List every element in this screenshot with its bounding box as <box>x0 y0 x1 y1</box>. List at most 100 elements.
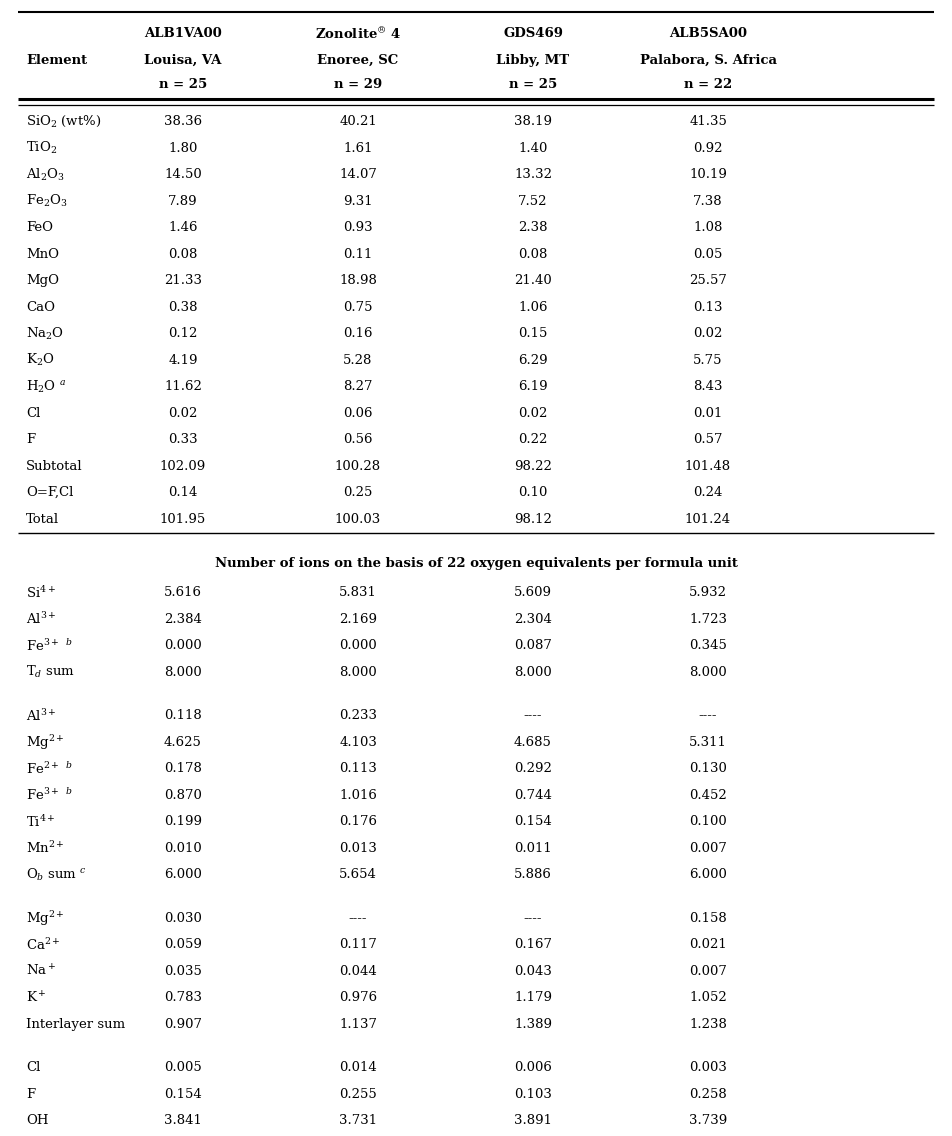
Text: 0.24: 0.24 <box>693 486 723 499</box>
Text: 0.33: 0.33 <box>169 433 198 446</box>
Text: 11.62: 11.62 <box>164 381 202 393</box>
Text: 0.870: 0.870 <box>164 788 202 802</box>
Text: 0.030: 0.030 <box>164 912 202 925</box>
Text: 7.38: 7.38 <box>693 194 723 208</box>
Text: 0.011: 0.011 <box>514 842 552 854</box>
Text: 0.14: 0.14 <box>169 486 198 499</box>
Text: ----: ---- <box>699 709 717 722</box>
Text: 5.28: 5.28 <box>344 353 372 367</box>
Text: 13.32: 13.32 <box>514 168 552 182</box>
Text: ----: ---- <box>524 912 543 925</box>
Text: 0.130: 0.130 <box>689 762 727 775</box>
Text: 21.40: 21.40 <box>514 274 552 287</box>
Text: Cl: Cl <box>26 407 40 419</box>
Text: 3.891: 3.891 <box>514 1114 552 1127</box>
Text: 101.95: 101.95 <box>160 512 207 526</box>
Text: 4.625: 4.625 <box>164 736 202 749</box>
Text: 0.292: 0.292 <box>514 762 552 775</box>
Text: ALB1VA00: ALB1VA00 <box>144 27 222 41</box>
Text: K$_2$O: K$_2$O <box>26 352 54 368</box>
Text: Fe$^{3+}$ $^b$: Fe$^{3+}$ $^b$ <box>26 787 72 803</box>
Text: 0.11: 0.11 <box>344 248 372 261</box>
Text: 0.118: 0.118 <box>164 709 202 722</box>
Text: 5.75: 5.75 <box>693 353 723 367</box>
Text: 2.384: 2.384 <box>164 612 202 626</box>
Text: 9.31: 9.31 <box>343 194 373 208</box>
Text: 8.000: 8.000 <box>514 666 552 678</box>
Text: 0.02: 0.02 <box>693 327 723 341</box>
Text: 0.176: 0.176 <box>339 816 377 828</box>
Text: 0.02: 0.02 <box>518 407 547 419</box>
Text: 6.19: 6.19 <box>518 381 547 393</box>
Text: Number of ions on the basis of 22 oxygen equivalents per formula unit: Number of ions on the basis of 22 oxygen… <box>214 557 738 570</box>
Text: Ti$^{4+}$: Ti$^{4+}$ <box>26 813 55 829</box>
Text: 0.007: 0.007 <box>689 842 727 854</box>
Text: n = 29: n = 29 <box>334 78 382 91</box>
Text: ----: ---- <box>524 709 543 722</box>
Text: 5.609: 5.609 <box>514 586 552 600</box>
Text: 0.113: 0.113 <box>339 762 377 775</box>
Text: 0.021: 0.021 <box>689 938 727 951</box>
Text: GDS469: GDS469 <box>503 27 563 41</box>
Text: F: F <box>26 433 35 446</box>
Text: 0.05: 0.05 <box>693 248 723 261</box>
Text: Fe$_2$O$_3$: Fe$_2$O$_3$ <box>26 193 68 209</box>
Text: Mg$^{2+}$: Mg$^{2+}$ <box>26 909 65 928</box>
Text: 8.000: 8.000 <box>164 666 202 678</box>
Text: 7.52: 7.52 <box>518 194 547 208</box>
Text: 0.035: 0.035 <box>164 964 202 978</box>
Text: 0.976: 0.976 <box>339 992 377 1004</box>
Text: 8.000: 8.000 <box>339 666 377 678</box>
Text: O=F,Cl: O=F,Cl <box>26 486 73 499</box>
Text: 25.57: 25.57 <box>689 274 727 287</box>
Text: MgO: MgO <box>26 274 59 287</box>
Text: 0.010: 0.010 <box>164 842 202 854</box>
Text: F: F <box>26 1088 35 1101</box>
Text: 1.723: 1.723 <box>689 612 727 626</box>
Text: 0.003: 0.003 <box>689 1061 727 1075</box>
Text: 0.000: 0.000 <box>339 640 377 652</box>
Text: Mn$^{2+}$: Mn$^{2+}$ <box>26 841 65 857</box>
Text: Fe$^{2+}$ $^b$: Fe$^{2+}$ $^b$ <box>26 761 72 777</box>
Text: 41.35: 41.35 <box>689 115 727 128</box>
Text: 0.044: 0.044 <box>339 964 377 978</box>
Text: n = 25: n = 25 <box>509 78 557 91</box>
Text: 8.43: 8.43 <box>693 381 723 393</box>
Text: 0.75: 0.75 <box>344 301 373 314</box>
Text: Libby, MT: Libby, MT <box>496 55 569 67</box>
Text: 10.19: 10.19 <box>689 168 727 182</box>
Text: 6.29: 6.29 <box>518 353 547 367</box>
Text: Interlayer sum: Interlayer sum <box>26 1018 125 1030</box>
Text: 5.932: 5.932 <box>689 586 727 600</box>
Text: 0.25: 0.25 <box>344 486 372 499</box>
Text: 2.169: 2.169 <box>339 612 377 626</box>
Text: 0.167: 0.167 <box>514 938 552 951</box>
Text: 101.24: 101.24 <box>684 512 731 526</box>
Text: 0.08: 0.08 <box>518 248 547 261</box>
Text: 0.154: 0.154 <box>514 816 552 828</box>
Text: TiO$_2$: TiO$_2$ <box>26 140 57 157</box>
Text: 4.103: 4.103 <box>339 736 377 749</box>
Text: 0.13: 0.13 <box>693 301 723 314</box>
Text: 6.000: 6.000 <box>689 868 727 882</box>
Text: 0.57: 0.57 <box>693 433 723 446</box>
Text: Al$_2$O$_3$: Al$_2$O$_3$ <box>26 167 65 183</box>
Text: 1.052: 1.052 <box>689 992 727 1004</box>
Text: 3.731: 3.731 <box>339 1114 377 1127</box>
Text: Zonolite$^{\circledR}$ 4: Zonolite$^{\circledR}$ 4 <box>315 26 402 42</box>
Text: 38.36: 38.36 <box>164 115 202 128</box>
Text: 38.19: 38.19 <box>514 115 552 128</box>
Text: 2.38: 2.38 <box>518 222 547 234</box>
Text: 0.059: 0.059 <box>164 938 202 951</box>
Text: 0.15: 0.15 <box>518 327 547 341</box>
Text: Na$_2$O: Na$_2$O <box>26 326 64 342</box>
Text: 0.154: 0.154 <box>164 1088 202 1101</box>
Text: 0.12: 0.12 <box>169 327 198 341</box>
Text: 1.61: 1.61 <box>344 142 373 154</box>
Text: Subtotal: Subtotal <box>26 460 83 473</box>
Text: Mg$^{2+}$: Mg$^{2+}$ <box>26 733 65 752</box>
Text: 14.50: 14.50 <box>164 168 202 182</box>
Text: 6.000: 6.000 <box>164 868 202 882</box>
Text: 0.02: 0.02 <box>169 407 198 419</box>
Text: 0.16: 0.16 <box>344 327 373 341</box>
